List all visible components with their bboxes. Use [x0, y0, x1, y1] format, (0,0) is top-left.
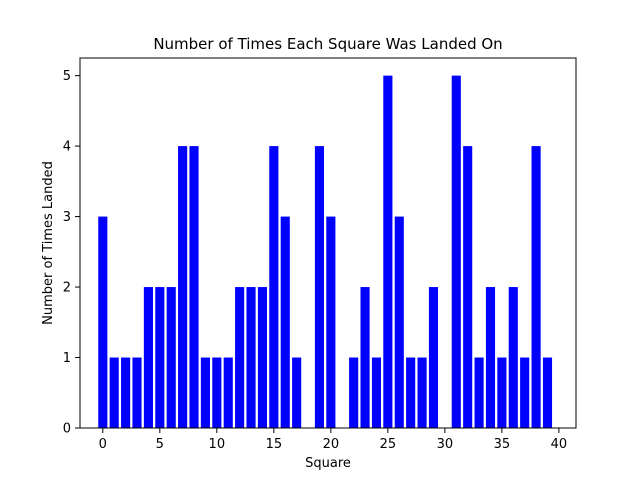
x-tick-label: 30: [437, 437, 454, 452]
bar-square-3: [132, 357, 142, 428]
bar-square-28: [417, 357, 427, 428]
bar-square-35: [497, 357, 507, 428]
x-axis-ticks: 0 5 10 15 20 25 30 35 40: [99, 428, 568, 452]
bar-square-1: [109, 357, 119, 428]
bar-square-39: [542, 357, 553, 428]
x-tick-label: 0: [99, 437, 107, 452]
x-axis-label: Square: [305, 456, 351, 471]
bar-square-2: [121, 357, 131, 428]
y-tick-label: 3: [63, 210, 71, 225]
bar-square-26: [394, 216, 404, 428]
x-tick-label: 10: [209, 437, 226, 452]
x-tick-label: 15: [266, 437, 283, 452]
bar-square-0: [98, 216, 108, 428]
x-tick-label: 40: [551, 437, 568, 452]
y-tick-label: 2: [63, 281, 71, 296]
y-tick-label: 0: [63, 422, 71, 437]
bar-square-11: [223, 357, 233, 428]
bar-square-17: [292, 357, 302, 428]
y-tick-label: 1: [63, 351, 71, 366]
bar-square-20: [326, 216, 336, 428]
bar-square-32: [463, 146, 473, 428]
bar-square-36: [508, 287, 518, 428]
bar-square-9: [200, 357, 210, 428]
y-tick-label: 4: [63, 140, 71, 155]
bar-square-24: [371, 357, 382, 428]
bar-square-34: [485, 287, 496, 428]
bars-group: [98, 75, 553, 428]
x-tick-label: 5: [156, 437, 164, 452]
plot-frame: [79, 57, 577, 429]
bar-square-16: [280, 216, 290, 428]
bar-square-31: [451, 75, 461, 428]
bar-square-22: [349, 357, 359, 428]
bar-square-33: [474, 357, 484, 428]
x-tick-label: 25: [380, 437, 397, 452]
bar-square-15: [269, 146, 279, 428]
bar-square-8: [189, 146, 199, 428]
bar-square-10: [212, 357, 222, 428]
bar-square-4: [143, 287, 153, 428]
bar-square-25: [383, 75, 393, 428]
x-tick-label: 20: [323, 437, 340, 452]
bar-square-27: [406, 357, 416, 428]
bar-square-29: [428, 287, 439, 428]
bar-square-14: [257, 287, 267, 428]
chart-title: Number of Times Each Square Was Landed O…: [153, 35, 502, 53]
bar-square-23: [360, 287, 370, 428]
bar-square-7: [178, 146, 188, 428]
y-axis-label: Number of Times Landed: [41, 161, 56, 325]
bar-square-6: [166, 287, 176, 428]
x-tick-label: 35: [494, 437, 511, 452]
bar-square-38: [531, 146, 541, 428]
bar-square-37: [520, 357, 530, 428]
bar-square-13: [246, 287, 256, 428]
bar-square-19: [314, 146, 325, 428]
y-tick-label: 5: [63, 69, 71, 84]
bar-square-5: [155, 287, 165, 428]
bar-square-12: [235, 287, 245, 428]
y-axis-ticks: 0 1 2 3 4 5: [63, 69, 80, 437]
